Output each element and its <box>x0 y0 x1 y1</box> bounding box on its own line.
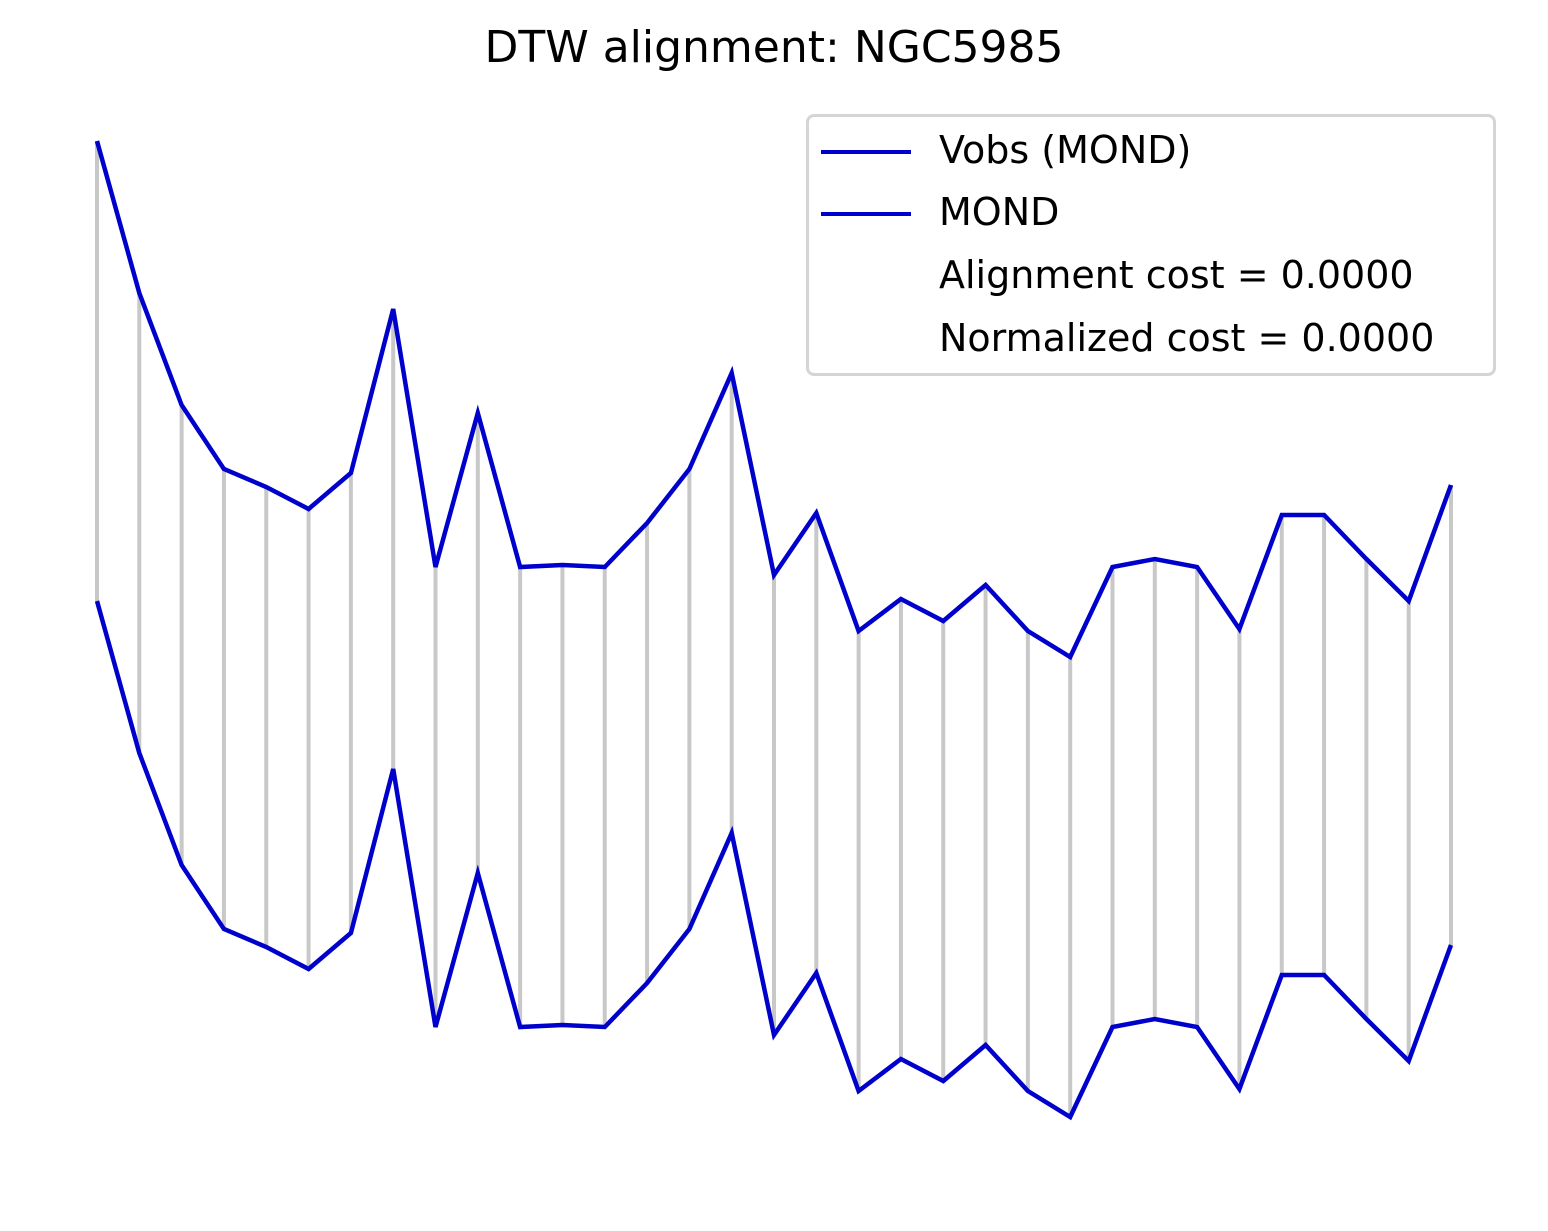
series-lines <box>94 140 1454 1121</box>
legend-entry-normalized-cost: Normalized cost = 0.0000 <box>809 310 1493 370</box>
legend-swatch <box>821 150 911 154</box>
series-line-2 <box>94 600 1454 1121</box>
legend-entry-vobs-mond: Vobs (MOND) <box>809 122 1493 182</box>
legend-label: Normalized cost = 0.0000 <box>939 316 1435 360</box>
legend-swatch <box>821 212 911 216</box>
alignment-connectors <box>95 141 1453 1117</box>
legend-entry-mond: MOND <box>809 184 1493 244</box>
legend-entry-alignment-cost: Alignment cost = 0.0000 <box>809 247 1493 307</box>
legend-label: Alignment cost = 0.0000 <box>939 253 1414 297</box>
legend: Vobs (MOND) MOND Alignment cost = 0.0000 No… <box>806 114 1496 376</box>
legend-label: MOND <box>939 190 1060 234</box>
series-line-1 <box>94 140 1454 661</box>
legend-label: Vobs (MOND) <box>939 128 1192 172</box>
chart-title: DTW alignment: NGC5985 <box>484 22 1064 73</box>
